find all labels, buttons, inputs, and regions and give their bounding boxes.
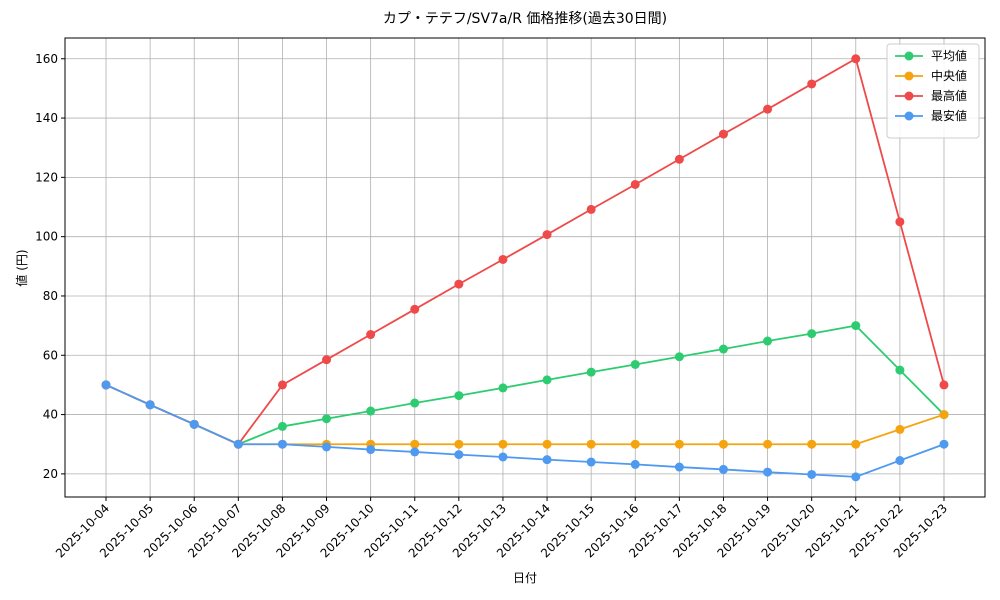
point <box>895 456 905 466</box>
point <box>498 439 508 449</box>
y-tick-label: 60 <box>43 348 58 362</box>
point <box>322 355 332 365</box>
point <box>542 439 552 449</box>
legend-marker <box>904 51 914 61</box>
point <box>718 129 728 139</box>
point <box>542 375 552 385</box>
series-line <box>105 384 945 478</box>
point <box>718 344 728 354</box>
point <box>454 391 464 401</box>
point <box>851 439 861 449</box>
point <box>895 365 905 375</box>
point <box>498 254 508 264</box>
point <box>498 452 508 462</box>
point <box>454 279 464 289</box>
point <box>410 304 420 314</box>
y-tick-label: 120 <box>35 170 58 184</box>
point <box>851 54 861 64</box>
point <box>630 359 640 369</box>
point <box>277 439 287 449</box>
point <box>542 230 552 240</box>
y-axis-label: 値 (円) <box>14 249 29 286</box>
y-tick-label: 40 <box>43 408 58 422</box>
legend-marker <box>904 111 914 121</box>
y-tick-label: 80 <box>43 289 58 303</box>
point <box>939 439 949 449</box>
point <box>763 439 773 449</box>
y-tick-label: 100 <box>35 230 58 244</box>
point <box>807 79 817 89</box>
point <box>366 445 376 455</box>
point <box>763 336 773 346</box>
plot-frame <box>64 37 986 498</box>
point <box>586 367 596 377</box>
point <box>807 329 817 339</box>
point <box>233 439 243 449</box>
y-tick-label: 140 <box>35 111 58 125</box>
point <box>807 469 817 479</box>
point <box>277 380 287 390</box>
y-tick-label: 160 <box>35 52 58 66</box>
point <box>322 442 332 452</box>
point <box>410 439 420 449</box>
point <box>939 410 949 420</box>
point <box>763 467 773 477</box>
series-line <box>105 324 945 446</box>
legend-label: 最高値 <box>931 88 967 103</box>
point <box>586 457 596 467</box>
legend-label: 中央値 <box>931 68 967 83</box>
point <box>586 439 596 449</box>
point <box>630 179 640 189</box>
series-line <box>105 57 945 446</box>
point <box>630 459 640 469</box>
point <box>586 204 596 214</box>
point <box>542 455 552 465</box>
legend-label: 平均値 <box>931 48 967 63</box>
x-axis-label: 日付 <box>513 571 537 585</box>
point <box>454 450 464 460</box>
point <box>322 414 332 424</box>
point <box>895 217 905 227</box>
point <box>366 406 376 416</box>
y-tick-label: 20 <box>43 467 58 481</box>
point <box>630 439 640 449</box>
legend-marker <box>904 91 914 101</box>
point <box>939 380 949 390</box>
point <box>674 154 684 164</box>
point <box>674 352 684 362</box>
point <box>410 447 420 457</box>
point <box>718 439 728 449</box>
legend-marker <box>904 71 914 81</box>
point <box>101 380 111 390</box>
point <box>454 439 464 449</box>
point <box>807 439 817 449</box>
point <box>145 400 155 410</box>
legend-label: 最安値 <box>931 108 967 123</box>
point <box>189 419 199 429</box>
point <box>895 424 905 434</box>
point <box>763 104 773 114</box>
chart-title: カプ・テテフ/SV7a/R 価格推移(過去30日間) <box>383 11 667 27</box>
point <box>674 439 684 449</box>
point <box>498 383 508 393</box>
point <box>718 464 728 474</box>
point <box>851 472 861 482</box>
point <box>851 321 861 331</box>
point <box>366 330 376 340</box>
point <box>277 421 287 431</box>
point <box>674 462 684 472</box>
point <box>410 398 420 408</box>
